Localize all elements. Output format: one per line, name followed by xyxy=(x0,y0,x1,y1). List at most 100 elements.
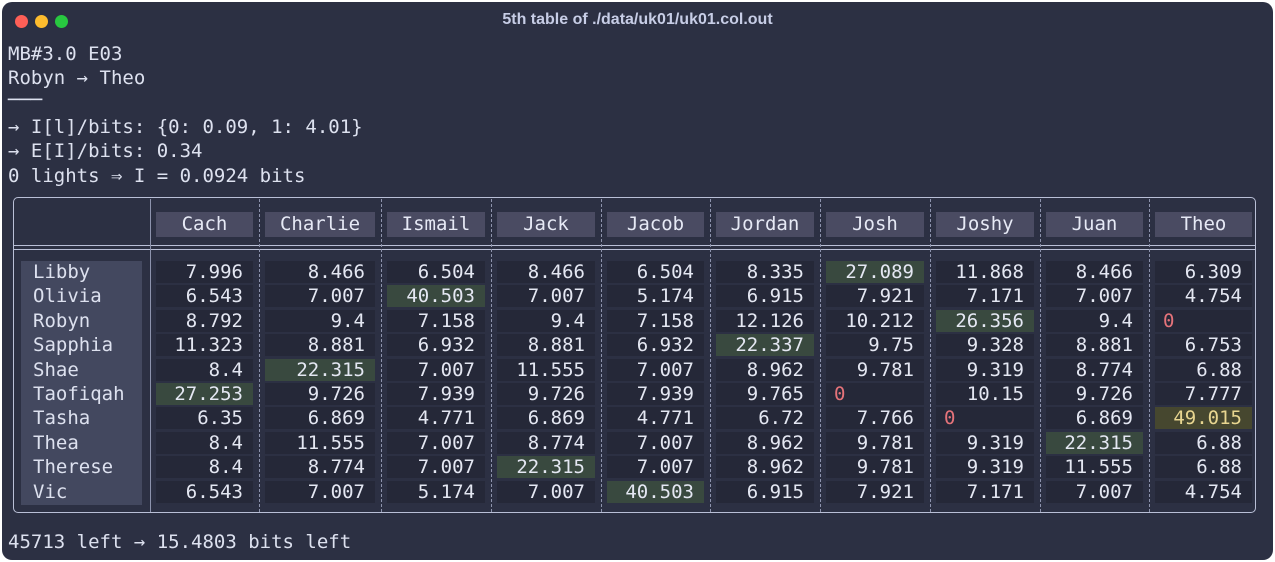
column-separator xyxy=(381,199,382,512)
table-cell: 7.007 xyxy=(265,285,375,308)
table-cell: 22.337 xyxy=(716,334,814,357)
table-cell: 22.315 xyxy=(497,456,595,479)
table-cell: 9.781 xyxy=(826,456,924,479)
table-cell: 7.158 xyxy=(607,309,704,332)
table-cell: 5.174 xyxy=(607,285,704,308)
row-name: Vic xyxy=(33,480,68,503)
table-cell: 7.007 xyxy=(497,285,595,308)
table-cell: 5.174 xyxy=(387,480,485,503)
row-name: Sapphia xyxy=(33,334,114,357)
column-separator xyxy=(601,199,602,512)
table-cell: 6.932 xyxy=(387,334,485,357)
row-name: Tasha xyxy=(33,407,91,430)
column-separator xyxy=(259,199,260,512)
table-cell: 8.881 xyxy=(497,334,595,357)
column-separator xyxy=(930,199,931,512)
table-cell: 7.007 xyxy=(387,456,485,479)
table-cell: 6.915 xyxy=(716,285,814,308)
table-cell: 8.962 xyxy=(716,456,814,479)
table-cell: 8.4 xyxy=(156,358,253,381)
table-cell: 0 xyxy=(826,383,924,405)
table-cell: 8.881 xyxy=(1046,334,1143,357)
table-cell: 4.771 xyxy=(387,407,485,430)
table-cell: 9.726 xyxy=(265,383,375,405)
table-cell: 8.774 xyxy=(1046,358,1143,381)
header-line: Robyn → Theo xyxy=(8,67,146,89)
table-cell: 6.88 xyxy=(1155,358,1252,381)
column-header: Josh xyxy=(826,212,924,237)
table-cell: 6.915 xyxy=(716,480,814,503)
minimize-window-button[interactable] xyxy=(35,15,48,28)
table-frame xyxy=(13,197,1256,513)
table-cell: 7.939 xyxy=(387,383,485,405)
table-cell: 7.007 xyxy=(1046,285,1143,308)
column-separator xyxy=(1040,199,1041,512)
table-cell: 27.253 xyxy=(156,383,253,405)
header-divider xyxy=(14,249,1256,250)
table-cell: 7.007 xyxy=(387,431,485,454)
maximize-window-button[interactable] xyxy=(55,15,68,28)
table-cell: 27.089 xyxy=(826,261,924,283)
table-cell: 40.503 xyxy=(607,480,704,503)
table-cell: 6.504 xyxy=(607,261,704,283)
header-line: → E[I]/bits: 0.34 xyxy=(8,140,203,162)
column-header: Cach xyxy=(156,212,253,237)
row-name-column xyxy=(21,261,142,505)
table-cell: 8.774 xyxy=(497,431,595,454)
table-cell: 7.939 xyxy=(607,383,704,405)
header-line: MB#3.0 E03 xyxy=(8,43,123,65)
table-cell: 7.921 xyxy=(826,285,924,308)
table-cell: 11.555 xyxy=(497,358,595,381)
column-header: Theo xyxy=(1155,212,1252,237)
table-cell: 6.869 xyxy=(497,407,595,430)
table-cell: 8.774 xyxy=(265,456,375,479)
row-name: Robyn xyxy=(33,309,91,332)
table-cell: 9.726 xyxy=(1046,383,1143,405)
table-cell: 9.726 xyxy=(497,383,595,405)
row-name: Thea xyxy=(33,431,79,454)
table-cell: 8.792 xyxy=(156,309,253,332)
table-cell: 10.15 xyxy=(936,383,1034,405)
column-header: Charlie xyxy=(265,212,375,237)
table-cell: 8.962 xyxy=(716,431,814,454)
table-cell: 7.171 xyxy=(936,480,1034,503)
table-cell: 11.868 xyxy=(936,261,1034,283)
title-bar: 5th table of ./data/uk01/uk01.col.out xyxy=(2,2,1273,40)
table-cell: 9.319 xyxy=(936,358,1034,381)
table-cell: 8.4 xyxy=(156,431,253,454)
column-separator xyxy=(710,199,711,512)
table-cell: 4.754 xyxy=(1155,285,1252,308)
table-cell: 40.503 xyxy=(387,285,485,308)
table-cell: 6.504 xyxy=(387,261,485,283)
column-separator xyxy=(820,199,821,512)
table-cell: 11.555 xyxy=(265,431,375,454)
table-cell: 6.88 xyxy=(1155,456,1252,479)
table-cell: 6.869 xyxy=(1046,407,1143,430)
table-cell: 11.555 xyxy=(1046,456,1143,479)
table-cell: 26.356 xyxy=(936,309,1034,332)
table-cell: 8.962 xyxy=(716,358,814,381)
table-cell: 0 xyxy=(1155,309,1252,332)
table-cell: 0 xyxy=(936,407,1034,430)
header-line: → I[l]/bits: {0: 0.09, 1: 4.01} xyxy=(8,116,363,138)
table-cell: 7.007 xyxy=(607,456,704,479)
header-line: 0 lights ⇒ I = 0.0924 bits xyxy=(8,165,306,187)
close-window-button[interactable] xyxy=(15,15,28,28)
header-divider xyxy=(14,245,1256,246)
table-cell: 6.869 xyxy=(265,407,375,430)
table-cell: 7.996 xyxy=(156,261,253,283)
table-cell: 7.007 xyxy=(265,480,375,503)
table-cell: 8.4 xyxy=(156,456,253,479)
column-separator xyxy=(1149,199,1150,512)
table-cell: 9.4 xyxy=(265,309,375,332)
row-name: Taofiqah xyxy=(33,383,125,405)
column-header: Juan xyxy=(1046,212,1143,237)
column-separator xyxy=(150,199,151,512)
table-cell: 7.766 xyxy=(826,407,924,430)
window-title: 5th table of ./data/uk01/uk01.col.out xyxy=(502,11,773,28)
row-name: Olivia xyxy=(33,285,102,308)
table-cell: 10.212 xyxy=(826,309,924,332)
table-cell: 7.171 xyxy=(936,285,1034,308)
table-cell: 7.007 xyxy=(387,358,485,381)
table-cell: 4.771 xyxy=(607,407,704,430)
